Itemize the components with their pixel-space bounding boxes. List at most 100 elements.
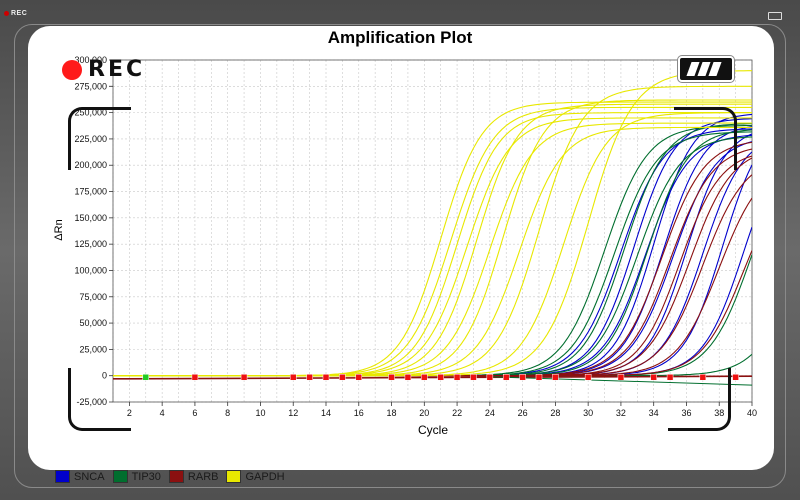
- y-tick-label: 125,000: [74, 239, 107, 249]
- baseline-marker: [240, 374, 248, 381]
- battery-tip: [671, 62, 678, 72]
- x-axis-ticks: 2 4 6 8 10 12 14 16 18 20 22 24 26 28 30 32 34 36 38 40: [127, 402, 757, 418]
- focus-bracket-top-right: [674, 107, 737, 170]
- x-tick-label: 28: [550, 408, 560, 418]
- baseline-marker: [650, 374, 657, 381]
- legend-item-tip30: TIP30: [112, 470, 161, 483]
- amplification-curve-tip30: [113, 124, 752, 377]
- y-tick-label: 275,000: [74, 81, 107, 91]
- baseline-marker: [421, 374, 428, 381]
- legend-label: RARB: [187, 470, 219, 483]
- corner-rec-label: REC: [11, 10, 28, 17]
- baseline-marker: [617, 374, 625, 381]
- amplification-curve-rarb: [113, 250, 752, 377]
- amplification-curve-snca: [113, 134, 752, 377]
- y-tick-label: 200,000: [74, 160, 107, 170]
- baseline-marker: [355, 374, 363, 381]
- amplification-curve-gapdh: [113, 70, 752, 377]
- plot-border: [112, 59, 753, 403]
- x-tick-label: 34: [649, 408, 659, 418]
- focus-bracket-bottom-right: [668, 368, 731, 431]
- baseline-marker: [486, 374, 494, 381]
- battery-bar: [708, 62, 722, 76]
- x-tick-label: 40: [747, 408, 757, 418]
- baseline-marker: [404, 374, 412, 381]
- x-tick-label: 6: [192, 408, 197, 418]
- y-axis-ticks: -25,000 0 25,000 50,000 75,000 100,000 125,000…: [74, 55, 113, 407]
- rec-dot-icon: [62, 59, 82, 80]
- x-tick-label: 18: [387, 408, 397, 418]
- x-axis-label: Cycle: [418, 423, 448, 437]
- amplification-curve-gapdh: [113, 103, 752, 377]
- corner-rec-indicator: REC: [4, 10, 27, 17]
- amplification-chart: Amplification Plot -25,000 0 25,000 50,000 7…: [53, 28, 757, 437]
- y-tick-label: 100,000: [74, 265, 107, 275]
- legend-label: TIP30: [131, 470, 161, 483]
- x-tick-label: 16: [354, 408, 364, 418]
- amplification-curve-gapdh: [113, 126, 752, 377]
- battery-icon: [678, 56, 734, 82]
- x-tick-label: 22: [452, 408, 462, 418]
- baseline-marker: [732, 374, 739, 381]
- x-tick-label: 10: [255, 408, 265, 418]
- baseline-marker: [552, 374, 559, 381]
- amplification-curve-snca: [113, 141, 752, 377]
- legend-label: SNCA: [74, 470, 105, 483]
- legend-item-gapdh: GAPDH: [226, 470, 285, 483]
- chart-legend: SNCA TIP30 RARB GAPDH: [55, 470, 293, 483]
- amplification-curve-tip30: [113, 136, 752, 377]
- baseline-marker: [437, 374, 444, 381]
- x-tick-label: 12: [288, 408, 298, 418]
- y-tick-label: 175,000: [74, 187, 107, 197]
- baseline-marker: [519, 374, 526, 381]
- amplification-curve-snca: [113, 151, 752, 377]
- baseline-marker: [306, 374, 313, 381]
- y-tick-label: -25,000: [76, 397, 107, 407]
- x-tick-label: 32: [616, 408, 626, 418]
- y-tick-label: 50,000: [79, 318, 107, 328]
- baseline-marker: [470, 374, 477, 381]
- legend-item-snca: SNCA: [55, 470, 105, 483]
- y-tick-label: 0: [102, 371, 107, 381]
- legend-swatch: [112, 470, 128, 483]
- baseline-marker: [699, 374, 707, 381]
- baseline-marker: [339, 374, 346, 381]
- y-tick-label: 300,000: [74, 55, 107, 65]
- focus-bracket-bottom-left: [68, 368, 131, 431]
- corner-rec-dot: [4, 10, 9, 16]
- chart-title: Amplification Plot: [328, 28, 473, 47]
- legend-item-rarb: RARB: [168, 470, 219, 483]
- amplification-curve-gapdh: [113, 101, 752, 377]
- chart-grid: [112, 59, 753, 403]
- baseline-marker: [322, 374, 330, 381]
- y-tick-label: 75,000: [79, 292, 107, 302]
- x-tick-label: 14: [321, 408, 331, 418]
- legend-swatch: [55, 470, 70, 483]
- x-tick-label: 36: [681, 408, 691, 418]
- baseline-marker: [502, 374, 510, 381]
- x-tick-label: 20: [419, 408, 429, 418]
- x-tick-label: 8: [225, 408, 230, 418]
- x-tick-label: 30: [583, 408, 593, 418]
- amplification-curve-snca: [113, 133, 752, 377]
- amplification-curves: [113, 70, 752, 386]
- y-tick-label: 225,000: [74, 134, 107, 144]
- plot-frame: [112, 59, 753, 403]
- amplification-curve-rarb: [113, 141, 752, 377]
- baseline-marker: [453, 374, 461, 381]
- viewfinder-border: [14, 24, 786, 488]
- y-axis-label: ΔRn: [53, 219, 65, 240]
- x-tick-label: 2: [127, 408, 132, 418]
- amplification-curve-snca: [113, 128, 752, 377]
- y-tick-label: 250,000: [74, 108, 107, 118]
- baseline-marker: [388, 374, 395, 381]
- x-tick-label: 26: [518, 408, 528, 418]
- legend-label: GAPDH: [245, 470, 285, 483]
- rec-label: REC: [88, 57, 146, 82]
- baseline-marker: [191, 374, 199, 381]
- amplification-curve-snca: [113, 125, 752, 377]
- baseline-curve: [113, 375, 752, 380]
- baseline-marker: [289, 374, 297, 381]
- baseline-drift-curve: [489, 376, 752, 386]
